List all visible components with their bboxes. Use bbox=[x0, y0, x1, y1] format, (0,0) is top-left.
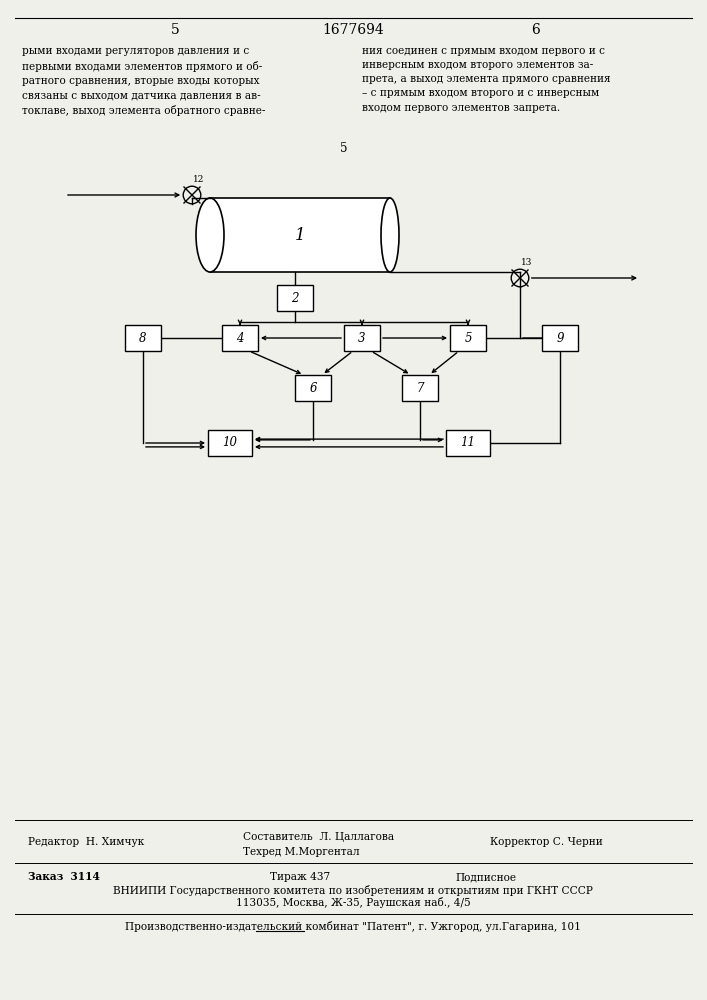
Bar bbox=[125, 325, 161, 351]
Text: ВНИИПИ Государственного комитета по изобретениям и открытиям при ГКНТ СССР: ВНИИПИ Государственного комитета по изоб… bbox=[113, 884, 593, 896]
Bar bbox=[402, 375, 438, 401]
Text: Производственно-издательский комбинат "Патент", г. Ужгород, ул.Гагарина, 101: Производственно-издательский комбинат "П… bbox=[125, 922, 581, 932]
Text: Тираж 437: Тираж 437 bbox=[270, 872, 330, 882]
Text: 3: 3 bbox=[358, 332, 366, 344]
Text: 12: 12 bbox=[193, 175, 204, 184]
Text: 6: 6 bbox=[309, 381, 317, 394]
Ellipse shape bbox=[381, 198, 399, 272]
Text: рыми входами регуляторов давления и с
первыми входами элементов прямого и об-
ра: рыми входами регуляторов давления и с пе… bbox=[22, 46, 265, 116]
Bar bbox=[295, 375, 331, 401]
Text: 7: 7 bbox=[416, 381, 423, 394]
Text: 11: 11 bbox=[460, 436, 476, 450]
Ellipse shape bbox=[196, 198, 224, 272]
Bar bbox=[222, 325, 258, 351]
Bar bbox=[210, 198, 390, 272]
Text: 2: 2 bbox=[291, 292, 299, 304]
Bar bbox=[446, 430, 490, 456]
Text: Редактор  Н. Химчук: Редактор Н. Химчук bbox=[28, 837, 144, 847]
Text: 4: 4 bbox=[236, 332, 244, 344]
Text: Корректор С. Черни: Корректор С. Черни bbox=[490, 837, 603, 847]
Text: 8: 8 bbox=[139, 332, 147, 344]
Text: Подписное: Подписное bbox=[455, 872, 516, 882]
Text: 13: 13 bbox=[521, 258, 532, 267]
Text: 113035, Москва, Ж-35, Раушская наб., 4/5: 113035, Москва, Ж-35, Раушская наб., 4/5 bbox=[235, 898, 470, 908]
Bar bbox=[542, 325, 578, 351]
Text: 9: 9 bbox=[556, 332, 563, 344]
Text: Заказ  3114: Заказ 3114 bbox=[28, 871, 100, 882]
Text: 5: 5 bbox=[170, 23, 180, 37]
Bar bbox=[450, 325, 486, 351]
Text: Составитель  Л. Цаллагова
Техред М.Моргентал: Составитель Л. Цаллагова Техред М.Морген… bbox=[243, 832, 394, 857]
Text: 10: 10 bbox=[223, 436, 238, 450]
Text: 1677694: 1677694 bbox=[322, 23, 384, 37]
Text: ния соединен с прямым входом первого и с
инверсным входом второго элементов за-
: ния соединен с прямым входом первого и с… bbox=[362, 46, 611, 113]
Text: 1: 1 bbox=[295, 227, 305, 243]
Text: 6: 6 bbox=[531, 23, 539, 37]
Text: 5: 5 bbox=[340, 141, 348, 154]
Bar bbox=[277, 285, 313, 311]
Text: 5: 5 bbox=[464, 332, 472, 344]
Bar bbox=[344, 325, 380, 351]
Bar bbox=[208, 430, 252, 456]
